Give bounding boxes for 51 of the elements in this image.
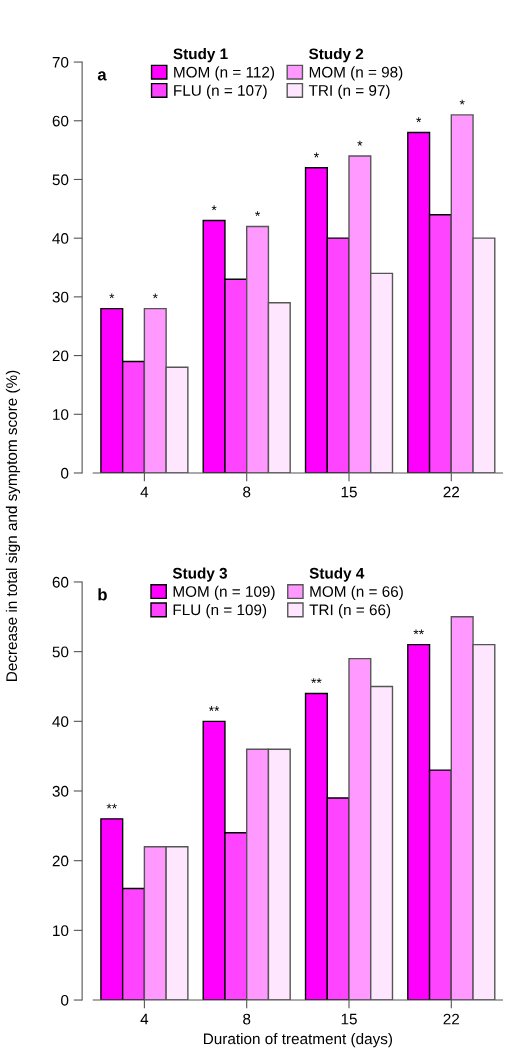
- y-axis-title: Decrease in total sign and symptom score (%): [5, 370, 21, 681]
- y-tick-label: 40: [52, 233, 69, 244]
- data-label: *: [357, 140, 363, 146]
- legend-label: TRI (n = 66): [309, 604, 391, 619]
- y-tick-label: 40: [52, 716, 69, 728]
- x-tick-label: 4: [140, 486, 149, 498]
- y-tick-label: 0: [61, 467, 69, 479]
- data-label: **: [413, 629, 424, 635]
- text: Study 3: [172, 567, 228, 582]
- x-tick-label: 8: [243, 1013, 251, 1025]
- y-tick-label: 20: [52, 350, 69, 362]
- annotation: Study 2: [309, 48, 364, 63]
- legend-label: MOM (n = 112): [174, 66, 275, 81]
- legend-label: MOM (n = 66): [310, 585, 403, 600]
- data-label: *: [459, 99, 465, 105]
- x-tick-label: 4: [140, 1013, 149, 1025]
- x-tick-label: 22: [443, 1013, 460, 1025]
- annotation: Study 1: [173, 48, 228, 63]
- data-label: **: [208, 706, 220, 711]
- y-tick-label: 0: [61, 994, 69, 1006]
- x-tick-label: 22: [443, 486, 460, 498]
- x-tick-label: 8: [243, 486, 251, 498]
- x-tick-label: 15: [341, 1013, 357, 1025]
- data-label: *: [313, 152, 319, 158]
- data-label: *: [416, 117, 422, 123]
- chart-title: b: [98, 588, 107, 601]
- y-tick-label: 60: [52, 576, 69, 588]
- y-tick-label: 50: [52, 646, 69, 658]
- y-tick-label: 10: [53, 409, 69, 420]
- legend-label: TRI (n = 97): [308, 84, 390, 99]
- text: Study 4: [309, 567, 365, 582]
- data-label: *: [152, 293, 158, 299]
- y-tick-label: 60: [52, 115, 69, 127]
- y-tick-label: 70: [52, 56, 69, 68]
- x-tick-label: 15: [341, 486, 357, 498]
- y-tick-label: 30: [52, 291, 69, 303]
- y-tick-label: 20: [52, 855, 69, 867]
- y-tick-label: 10: [53, 925, 69, 937]
- y-tick-label: 50: [52, 174, 69, 186]
- legend-label: MOM (n = 109): [173, 585, 275, 600]
- y-tick-label: 30: [52, 785, 69, 797]
- data-label: *: [109, 293, 115, 299]
- data-label: **: [311, 678, 322, 684]
- data-label: *: [255, 211, 261, 217]
- x-axis-title: Duration of treatment (days): [204, 1033, 393, 1048]
- data-label: **: [106, 803, 117, 809]
- legend-label: FLU (n = 109): [173, 604, 267, 619]
- legend-label: MOM (n = 98): [309, 66, 403, 81]
- chart-title: a: [97, 71, 107, 81]
- data-label: *: [211, 205, 217, 211]
- legend-label: FLU (n = 107): [174, 84, 267, 99]
